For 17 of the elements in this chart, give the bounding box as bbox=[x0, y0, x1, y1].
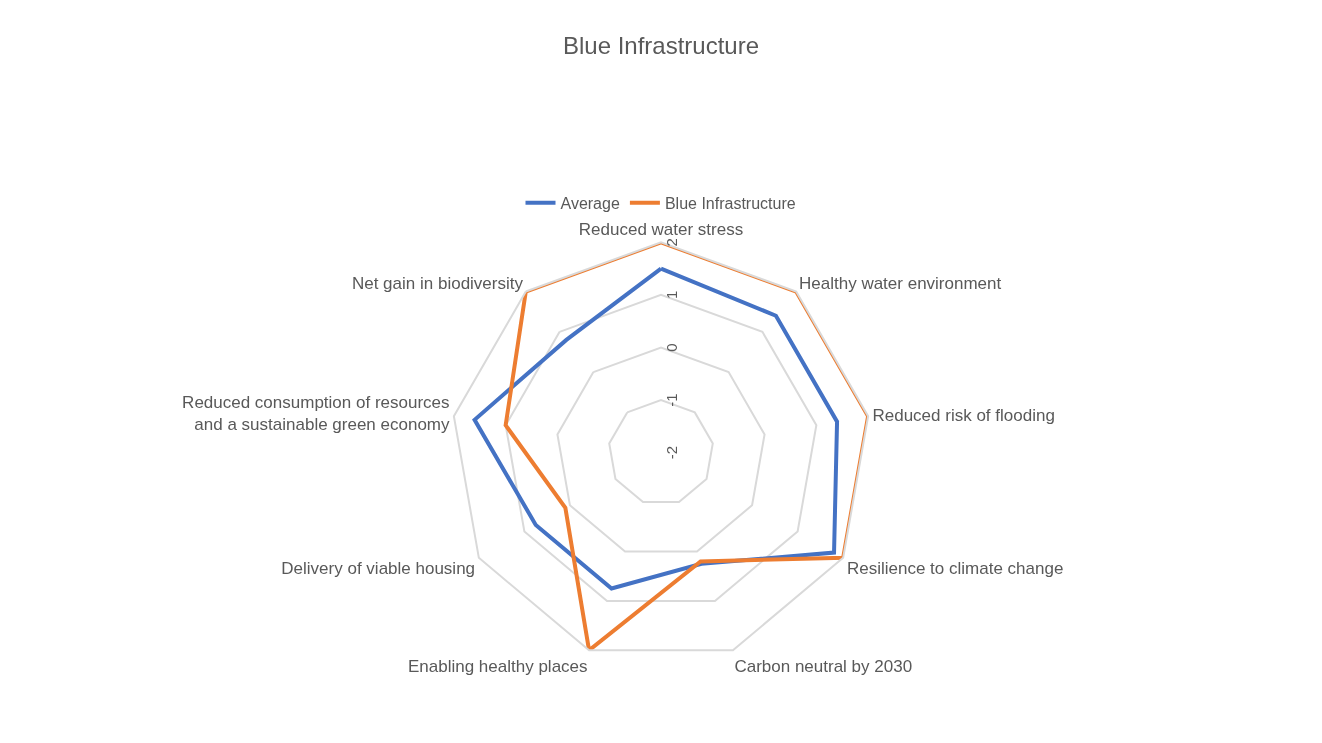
spoke-label: Carbon neutral by 2030 bbox=[734, 657, 913, 677]
y-tick-label: 1 bbox=[662, 290, 680, 300]
spoke-label: Reduced consumption of resources and a sustainable green economy bbox=[182, 392, 451, 434]
chart-title: Blue Infrastructure bbox=[562, 31, 760, 59]
spoke-label: Reduced water stress bbox=[578, 219, 744, 239]
spoke-label: Enabling healthy places bbox=[407, 657, 588, 677]
legend-label: Blue Infrastructure bbox=[664, 195, 796, 213]
spoke-label: Reduced risk of flooding bbox=[872, 405, 1055, 425]
spoke-label: Resilience to climate change bbox=[846, 558, 1064, 578]
spoke-label: Net gain in biodiversity bbox=[351, 274, 524, 294]
y-tick-label: 2 bbox=[662, 238, 680, 247]
y-tick-label: -2 bbox=[662, 446, 680, 460]
y-tick-label: 0 bbox=[662, 343, 680, 352]
spoke-label: Healthy water environment bbox=[799, 274, 1002, 294]
legend-label: Average bbox=[560, 195, 620, 213]
y-tick-label: -1 bbox=[662, 393, 680, 407]
spoke-label: Delivery of viable housing bbox=[281, 558, 476, 578]
